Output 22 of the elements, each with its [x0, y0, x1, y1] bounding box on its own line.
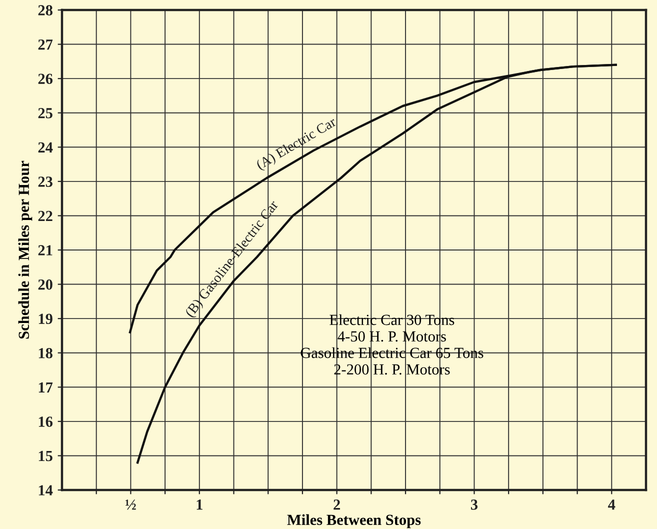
y-tick-label: 21 [38, 245, 52, 256]
y-tick-label: 17 [38, 382, 53, 392]
y-tick-label: 20 [38, 279, 52, 290]
y-tick-label: 18 [38, 348, 52, 358]
x-tick-label: ½ [126, 500, 136, 510]
y-tick-label: 16 [38, 416, 53, 427]
y-tick-label: 22 [38, 210, 52, 222]
y-tick-label: 14 [38, 485, 53, 496]
x-tick-label: 1 [196, 500, 202, 510]
y-tick-label: 27 [38, 39, 53, 50]
x-tick-label: 2 [334, 500, 340, 510]
y-tick-label: 23 [38, 176, 52, 187]
x-tick-label: 3 [470, 500, 478, 510]
y-tick-label: 15 [38, 450, 52, 462]
y-axis-title: Schedule in Miles per Hour [18, 160, 32, 339]
y-tick-label: 28 [38, 5, 52, 16]
x-tick-label: 4 [608, 500, 616, 510]
y-tick-label: 25 [38, 108, 52, 118]
y-tick-label: 19 [38, 314, 52, 324]
x-axis-title: Miles Between Stops [287, 514, 421, 528]
y-tick-label: 24 [38, 142, 53, 152]
y-tick-label: 26 [38, 74, 53, 84]
